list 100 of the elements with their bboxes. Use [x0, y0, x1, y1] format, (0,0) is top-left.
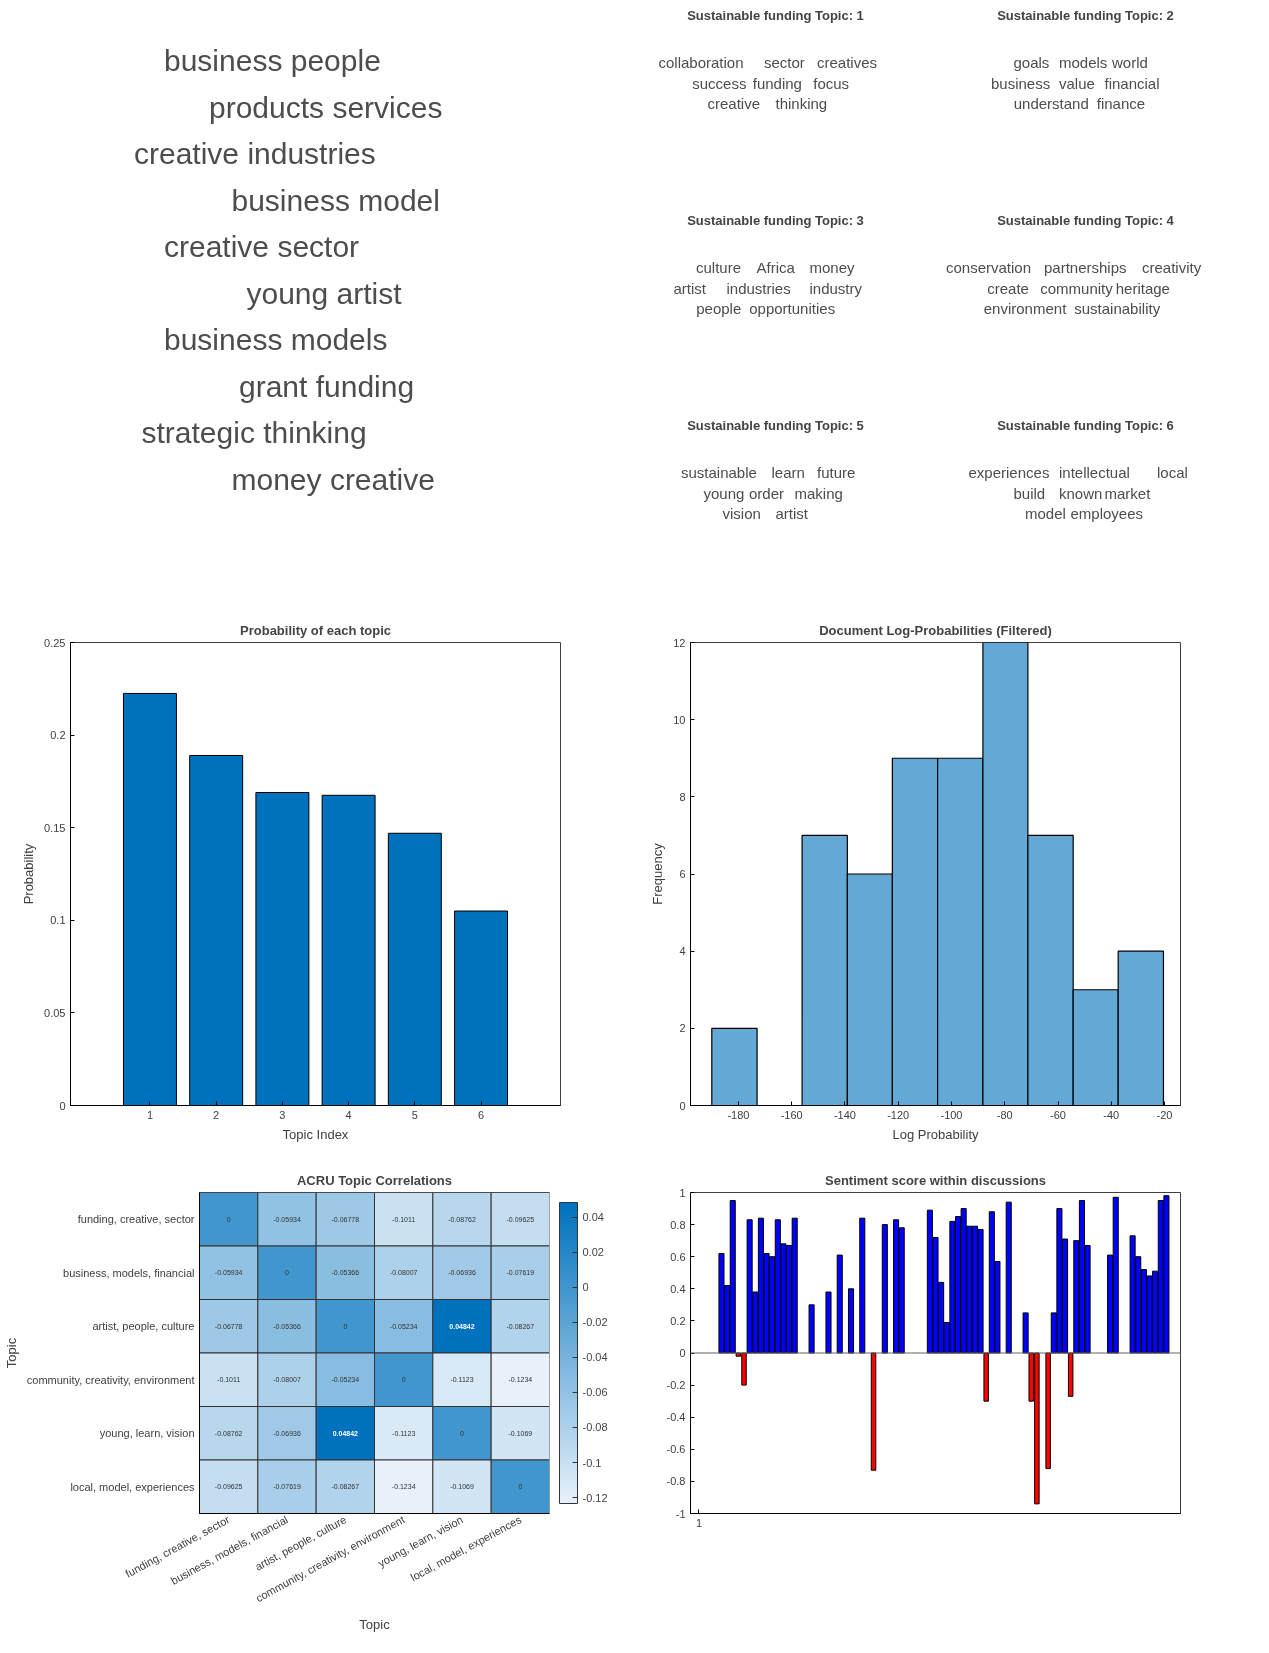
x-tick-label: 5	[411, 1108, 418, 1121]
x-axis-title: Topic Index	[282, 1126, 349, 1142]
text: Sustainable funding Topic: 6	[997, 417, 1174, 433]
x-tick-label: -120	[887, 1108, 910, 1121]
category-label: goals	[1013, 53, 1050, 71]
color-bar-label: -0.06	[582, 1386, 608, 1399]
color-bar-label: 0.02	[582, 1246, 604, 1259]
color-bar-label: 0.04	[582, 1211, 604, 1224]
x-tick-label: -60	[1050, 1108, 1066, 1121]
category-label: creative	[707, 95, 761, 113]
y-tick-label: 8	[679, 790, 686, 803]
bar	[983, 1352, 989, 1402]
y-tick-label: -1	[675, 1507, 686, 1520]
category-label: experiences	[968, 463, 1050, 481]
category-label: young artist	[246, 276, 403, 310]
category-label: business models	[164, 323, 388, 356]
category-label: creative sector	[164, 230, 360, 263]
category-label: intellectual	[1059, 463, 1130, 481]
y-tick-label: 4	[679, 945, 686, 958]
bar	[836, 1254, 843, 1354]
text: Sustainable funding Topic: 1	[687, 7, 864, 23]
category-label: employees	[1070, 505, 1144, 523]
y-tick-label: young, learn, vision	[99, 1427, 195, 1440]
category-label: business	[991, 74, 1051, 92]
y-tick-label: -0.8	[666, 1475, 686, 1488]
y-tick-label: 6	[679, 868, 686, 880]
x-tick-label: -140	[833, 1108, 856, 1121]
category-label: thinking	[775, 95, 828, 113]
category-label: opportunities	[749, 300, 836, 318]
bar	[1067, 1352, 1074, 1397]
x-axis-title: Log Probability	[892, 1126, 979, 1142]
category-label: products services	[209, 90, 443, 124]
y-tick-label: 0.05	[44, 1006, 66, 1019]
x-tick-label: 6	[477, 1108, 485, 1121]
category-label: people	[696, 300, 742, 318]
y-tick-label: 12	[673, 636, 686, 649]
category-label: sector	[764, 53, 805, 71]
category-label: success	[692, 74, 747, 92]
category-label: vision	[722, 505, 761, 523]
bar	[1045, 1352, 1051, 1470]
category-label: model	[1025, 505, 1066, 523]
x-tick-label: -180	[727, 1108, 750, 1121]
chart-title: ACRU Topic Correlations	[296, 1172, 453, 1188]
y-tick-label: 0.6	[670, 1250, 686, 1263]
bar	[1022, 1312, 1029, 1354]
bar	[808, 1304, 815, 1354]
text: Sustainable funding Topic: 4	[997, 212, 1175, 228]
category-label: models	[1059, 53, 1108, 71]
color-bar-label: -0.12	[582, 1491, 608, 1504]
category-label: creativity	[1142, 258, 1202, 276]
x-tick-label: -20	[1156, 1108, 1173, 1121]
x-tick-label: -100	[940, 1108, 963, 1121]
x-tick-label: -80	[996, 1108, 1013, 1121]
category-label: collaboration	[658, 53, 744, 71]
y-tick-label: -0.2	[666, 1379, 686, 1392]
y-tick-label: 0.4	[670, 1282, 686, 1295]
category-label: world	[1111, 53, 1148, 71]
bar	[825, 1291, 832, 1354]
y-tick-label: business, models, financial	[63, 1266, 195, 1279]
y-tick-label: funding, creative, sector	[77, 1213, 195, 1226]
category-label: Africa	[756, 258, 796, 276]
y-tick-label: 10	[673, 713, 686, 726]
x-tick-label: -40	[1103, 1108, 1120, 1121]
category-label: industry	[809, 279, 863, 297]
category-label: heritage	[1115, 279, 1170, 297]
category-label: value	[1059, 74, 1095, 92]
text: Sustainable funding Topic: 2	[997, 7, 1174, 23]
color-bar-label: -0.08	[582, 1421, 608, 1434]
chart-title: Sentiment score within discussions	[824, 1172, 1047, 1188]
category-label: financial	[1104, 74, 1160, 92]
y-tick-label: 0.25	[44, 636, 66, 649]
chart-title: Document Log-Probabilities (Filtered)	[819, 622, 1052, 638]
color-bar-label: -0.02	[582, 1316, 608, 1329]
y-axis-title: Topic	[3, 1337, 19, 1369]
category-label: artist	[775, 505, 809, 523]
category-label: culture	[696, 258, 742, 276]
bar	[847, 1288, 855, 1354]
category-label: local	[1157, 463, 1188, 481]
y-tick-label: 0.2	[670, 1314, 686, 1327]
y-tick-label: 0	[679, 1099, 686, 1112]
color-bar-label: -0.1	[582, 1456, 602, 1469]
bar	[881, 1224, 888, 1354]
category-label: industries	[726, 279, 791, 297]
category-label: artist	[673, 279, 707, 297]
category-label: focus	[813, 74, 850, 92]
text: Sustainable funding Topic: 5	[687, 417, 864, 433]
x-tick-label: 3	[279, 1108, 286, 1121]
x-axis-title: Topic	[359, 1617, 391, 1633]
category-label: future	[817, 463, 856, 481]
color-bar-label: 0	[582, 1281, 589, 1294]
y-tick-label: 0.15	[44, 821, 66, 834]
x-tick-label: 2	[213, 1108, 220, 1121]
category-label: environment	[983, 300, 1068, 318]
category-label: creatives	[817, 53, 878, 71]
bar	[1005, 1201, 1012, 1354]
y-tick-label: artist, people, culture	[92, 1320, 195, 1333]
category-label: create	[987, 279, 1029, 297]
category-label: market	[1104, 484, 1152, 502]
y-tick-label: community, creativity, environment	[26, 1373, 195, 1386]
category-label: business people	[164, 44, 381, 77]
